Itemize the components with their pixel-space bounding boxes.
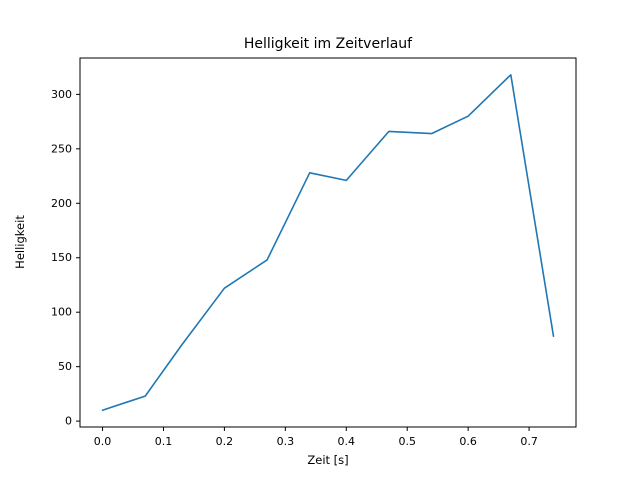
x-tick-label: 0.2 [216,435,234,448]
data-line-series [101,74,555,412]
x-tick-label: 0.5 [398,435,416,448]
y-tick-label: 100 [51,306,72,319]
x-tick-label: 0.1 [155,435,173,448]
chart-title: Helligkeit im Zeitverlauf [244,36,413,52]
y-tick-label: 150 [51,251,72,264]
x-tick-label: 0.4 [338,435,356,448]
plot-border [79,57,577,428]
x-tick-label: 0.7 [520,435,538,448]
y-tick-label: 50 [58,360,72,373]
x-tick-label: 0.3 [277,435,295,448]
y-tick-label: 250 [51,142,72,155]
y-axis-label: Helligkeit [13,215,27,269]
x-tick-label: 0.6 [459,435,477,448]
x-axis-label: Zeit [s] [307,453,348,467]
y-tick-label: 0 [65,415,72,428]
y-tick-label: 200 [51,197,72,210]
x-tick-label: 0.0 [94,435,112,448]
y-tick-label: 300 [51,88,72,101]
